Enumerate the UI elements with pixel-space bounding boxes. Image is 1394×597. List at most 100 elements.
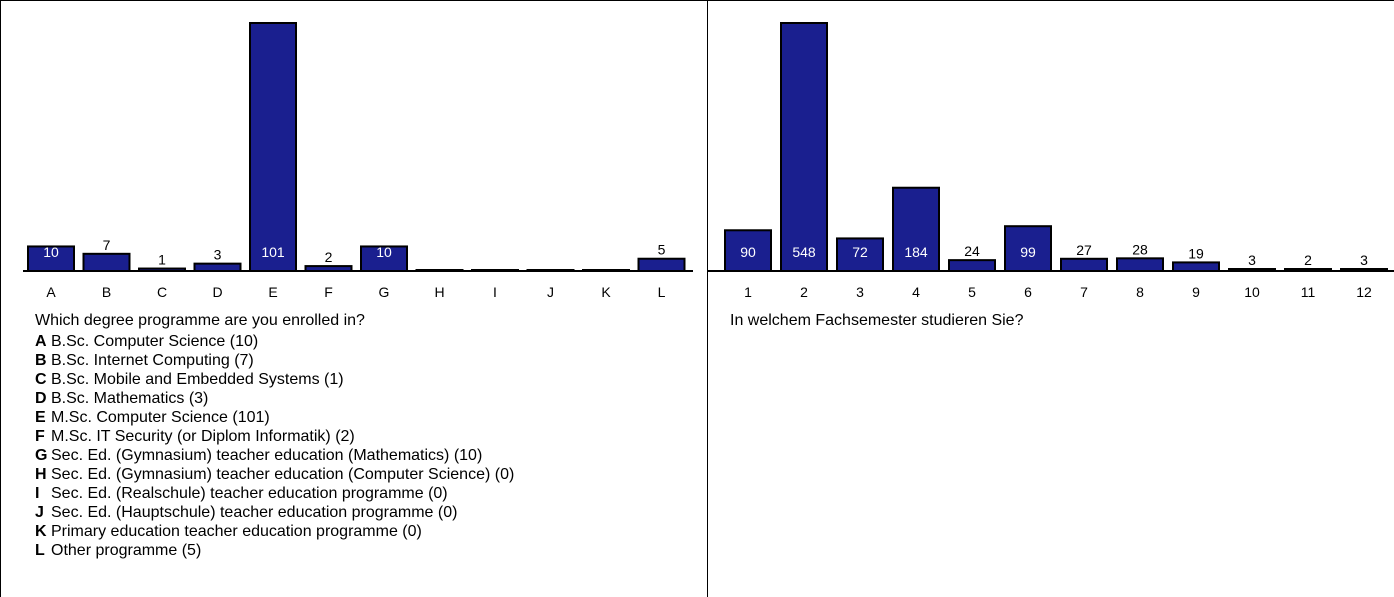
bar-J <box>526 269 575 272</box>
value-label-8: 28 <box>1132 241 1148 257</box>
bar-2 <box>780 22 828 272</box>
legend-key: G <box>35 447 48 464</box>
legend-text: Sec. Ed. (Gymnasium) teacher education (… <box>51 466 515 483</box>
legend-text: B.Sc. Mathematics (3) <box>51 390 209 407</box>
legend-text: B.Sc. Computer Science (10) <box>51 333 259 350</box>
bar-9 <box>1172 261 1220 272</box>
value-label-F: 2 <box>325 249 333 265</box>
bar-12 <box>1340 268 1388 272</box>
legend-key: D <box>35 390 47 407</box>
degree-programme-bar-chart: 10 A 7 B 1 C 3 D 101 E 2 F 10 G H I J K 5 L <box>23 22 693 300</box>
tick-label-6: 6 <box>1024 284 1032 300</box>
tick-label-F: F <box>324 284 333 300</box>
tick-label-J: J <box>547 284 554 300</box>
tick-label-I: I <box>493 284 497 300</box>
legend-text: M.Sc. IT Security (or Diplom Informatik)… <box>51 428 355 445</box>
tick-label-12: 12 <box>1356 284 1372 300</box>
bar-11 <box>1284 268 1332 272</box>
tick-label-K: K <box>601 284 611 300</box>
value-label-B: 7 <box>103 237 111 253</box>
value-label-9: 19 <box>1188 245 1204 261</box>
tick-label-11: 11 <box>1301 284 1316 300</box>
tick-label-C: C <box>157 284 167 300</box>
value-label-11: 2 <box>1304 252 1312 268</box>
bar-I <box>471 269 519 272</box>
legend-key: C <box>35 371 47 388</box>
fachsemester-bar-chart: 90 1 548 2 72 3 184 4 24 5 99 6 27 7 28 8 19 9 3 10 2 11 3 12 <box>708 22 1394 300</box>
tick-label-D: D <box>212 284 222 300</box>
tick-label-5: 5 <box>968 284 976 300</box>
bar-E <box>249 22 297 272</box>
legend-text: Primary education teacher education prog… <box>51 523 422 540</box>
legend-item-E: E M.Sc. Computer Science (101) <box>35 408 514 427</box>
tick-label-1: 1 <box>744 284 752 300</box>
value-label-G: 10 <box>376 244 392 260</box>
bar-H <box>415 269 464 272</box>
bar-5 <box>948 259 996 272</box>
legend-text: Sec. Ed. (Hauptschule) teacher education… <box>51 504 458 521</box>
legend-text: Sec. Ed. (Gymnasium) teacher education (… <box>51 447 483 464</box>
tick-label-4: 4 <box>912 284 920 300</box>
bar-G <box>360 245 408 272</box>
value-label-L: 5 <box>658 242 666 258</box>
legend-key: A <box>35 333 47 350</box>
legend-text: Sec. Ed. (Realschule) teacher education … <box>51 485 448 502</box>
fachsemester-question: In welchem Fachsemester studieren Sie? <box>730 312 1024 329</box>
fachsemester-panel: 90 1 548 2 72 3 184 4 24 5 99 6 27 7 28 8 19 9 3 10 2 11 3 12 I… <box>708 0 1394 597</box>
tick-label-E: E <box>268 284 277 300</box>
legend-item-F: F M.Sc. IT Security (or Diplom Informatik… <box>35 427 514 446</box>
legend-key: K <box>35 523 47 540</box>
tick-label-B: B <box>102 284 111 300</box>
bar-F <box>304 265 353 273</box>
bar-4 <box>892 186 940 272</box>
value-label-A: 10 <box>43 244 59 260</box>
degree-programme-panel: 10 A 7 B 1 C 3 D 101 E 2 F 10 G H I J K 5 L Which degree pr… <box>0 0 708 597</box>
value-label-7: 27 <box>1076 242 1092 258</box>
legend-text: B.Sc. Mobile and Embedded Systems (1) <box>51 371 344 388</box>
value-label-1: 90 <box>740 244 756 260</box>
legend-item-I: I Sec. Ed. (Realschule) teacher education… <box>35 484 514 503</box>
tick-label-3: 3 <box>856 284 864 300</box>
bar-L <box>637 257 686 273</box>
value-label-6: 99 <box>1020 244 1036 260</box>
bar-10 <box>1228 268 1276 272</box>
value-label-12: 3 <box>1360 252 1368 268</box>
value-label-5: 24 <box>964 243 980 259</box>
legend-key: L <box>35 542 45 559</box>
legend-item-C: C B.Sc. Mobile and Embedded Systems (1) <box>35 370 514 389</box>
bar-3 <box>836 237 884 273</box>
bar-A <box>27 245 75 272</box>
tick-label-9: 9 <box>1192 284 1200 300</box>
bar-1 <box>724 229 772 272</box>
legend-key: I <box>35 485 40 502</box>
legend-key: H <box>35 466 47 483</box>
legend-text: M.Sc. Computer Science (101) <box>51 409 270 426</box>
tick-label-A: A <box>46 284 56 300</box>
bar-7 <box>1060 257 1108 273</box>
legend-item-A: A B.Sc. Computer Science (10) <box>35 332 514 351</box>
legend-item-J: J Sec. Ed. (Hauptschule) teacher educatio… <box>35 503 514 522</box>
bar-B <box>82 252 131 272</box>
tick-label-10: 10 <box>1244 284 1260 300</box>
value-label-3: 72 <box>852 244 868 260</box>
legend-item-D: D B.Sc. Mathematics (3) <box>35 389 514 408</box>
value-label-E: 101 <box>261 244 285 260</box>
legend-key: B <box>35 352 47 369</box>
tick-label-8: 8 <box>1136 284 1144 300</box>
value-label-C: 1 <box>158 252 166 268</box>
degree-programme-question: Which degree programme are you enrolled … <box>35 312 365 329</box>
legend-item-H: H Sec. Ed. (Gymnasium) teacher education … <box>35 465 514 484</box>
legend-key: J <box>35 504 44 521</box>
legend-item-G: G Sec. Ed. (Gymnasium) teacher education … <box>35 446 514 465</box>
value-label-4: 184 <box>904 244 928 260</box>
value-label-D: 3 <box>214 247 222 263</box>
legend-key: F <box>35 428 45 445</box>
bar-C <box>138 267 186 273</box>
tick-label-L: L <box>658 284 666 300</box>
legend-text: Other programme (5) <box>51 542 202 559</box>
tick-label-2: 2 <box>800 284 808 300</box>
legend-key: E <box>35 409 46 426</box>
bar-D <box>193 262 242 273</box>
degree-programme-legend: A B.Sc. Computer Science (10) B B.Sc. Inter… <box>35 332 514 560</box>
value-label-2: 548 <box>792 244 816 260</box>
